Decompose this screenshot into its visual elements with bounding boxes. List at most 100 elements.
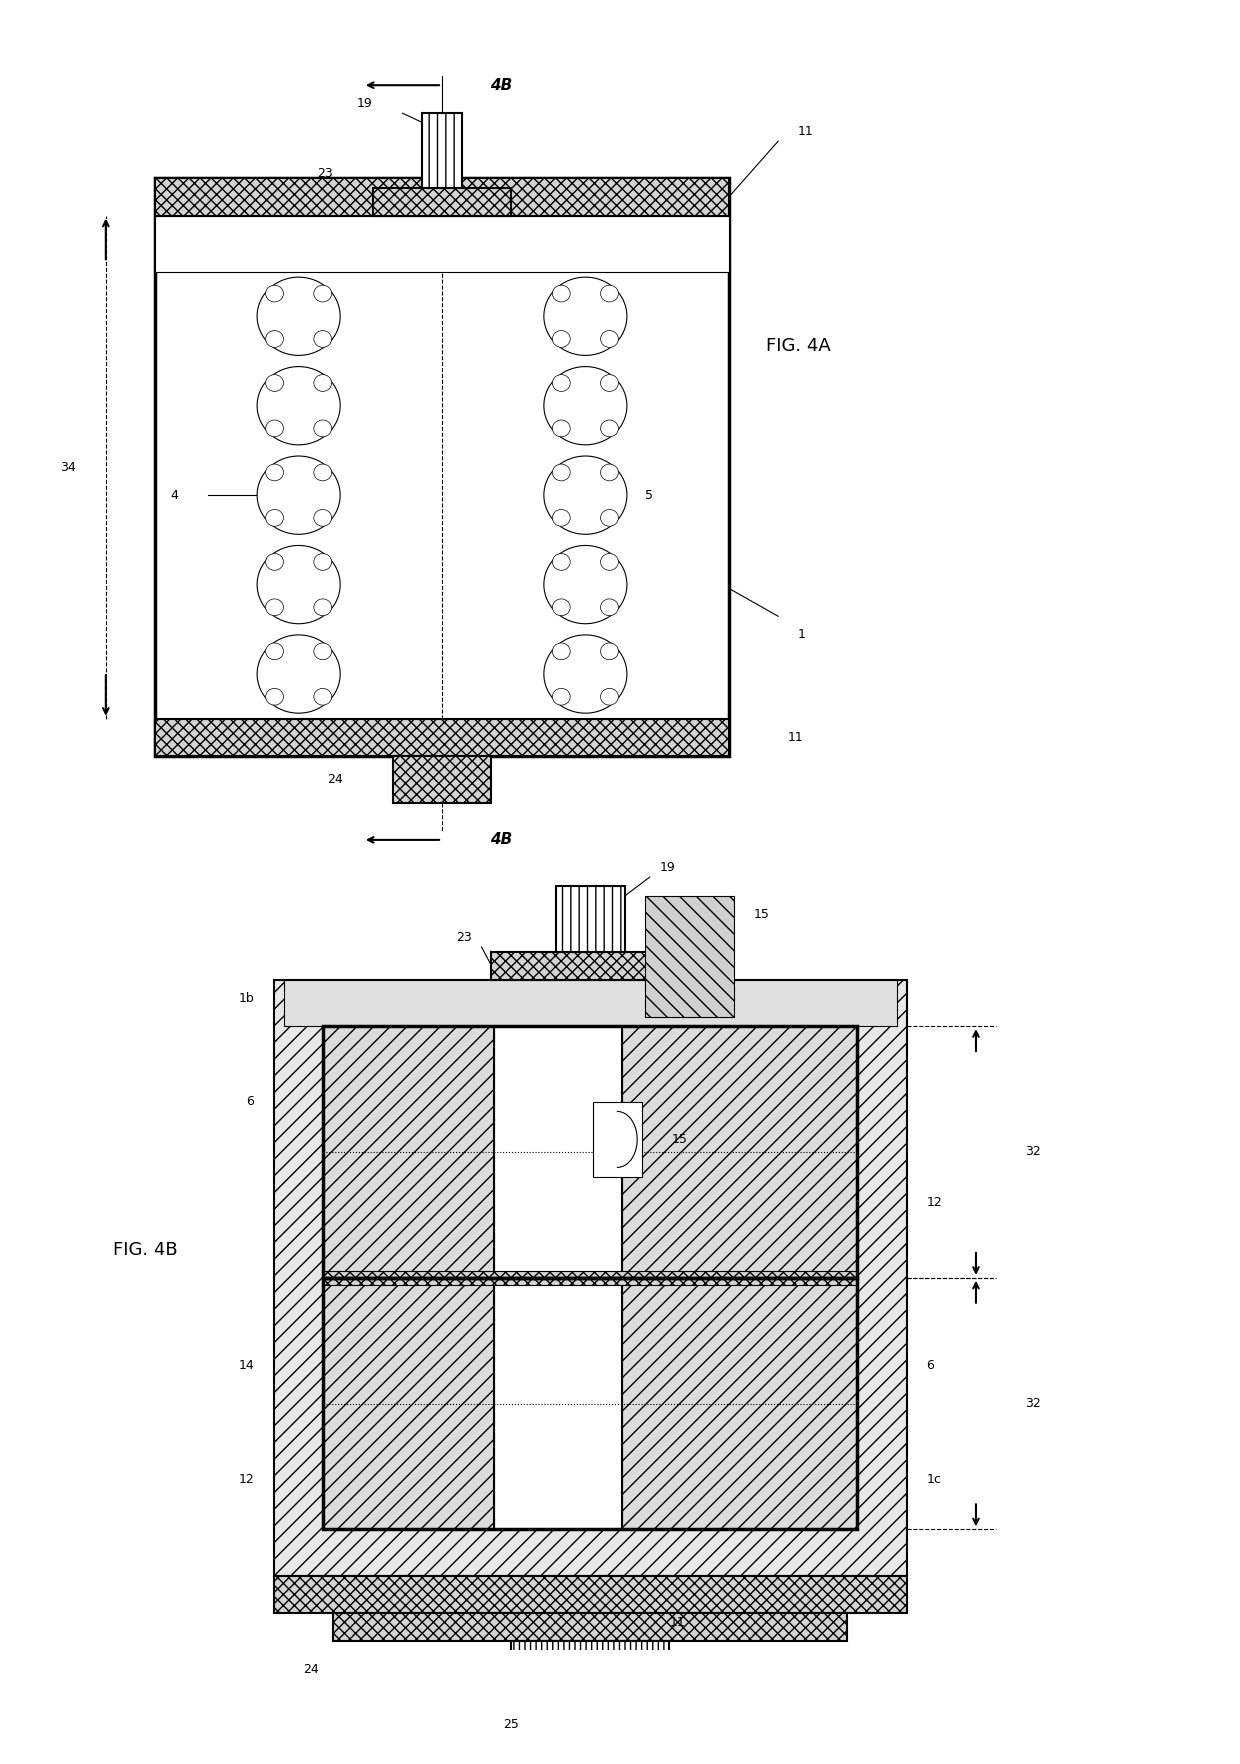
Bar [155,178,729,215]
Circle shape [544,367,627,445]
Circle shape [552,286,570,302]
Text: 6: 6 [926,1360,935,1372]
Circle shape [257,457,340,534]
Circle shape [552,642,570,660]
Circle shape [314,600,331,616]
Circle shape [265,642,284,660]
Text: 14: 14 [238,1360,254,1372]
Text: 24: 24 [304,1663,320,1676]
Circle shape [314,554,331,570]
Circle shape [600,420,619,437]
Circle shape [265,286,284,302]
Circle shape [552,464,570,482]
Text: 15: 15 [672,1132,688,1147]
Text: 12: 12 [238,1473,254,1485]
Circle shape [257,277,340,355]
Bar [274,979,906,1575]
Circle shape [600,554,619,570]
Text: 24: 24 [327,773,343,785]
Bar [645,896,734,1016]
Text: 23: 23 [456,931,471,944]
Bar [423,113,461,187]
Circle shape [544,277,627,355]
Circle shape [600,600,619,616]
Circle shape [552,420,570,437]
Bar [155,718,729,757]
Circle shape [600,464,619,482]
Circle shape [552,510,570,526]
Circle shape [257,635,340,713]
Circle shape [600,286,619,302]
Bar [622,1027,857,1529]
Bar [593,1102,642,1177]
Text: 15: 15 [754,908,769,921]
Bar [324,1277,857,1529]
Circle shape [544,545,627,624]
Text: 6: 6 [247,1095,254,1108]
Circle shape [600,642,619,660]
Circle shape [544,457,627,534]
Circle shape [265,510,284,526]
Bar [373,187,511,215]
Circle shape [265,420,284,437]
Text: 23: 23 [317,168,334,180]
Bar [155,215,729,272]
Bar [393,757,491,803]
Bar [541,1697,640,1743]
Circle shape [600,510,619,526]
Text: FIG. 4A: FIG. 4A [765,337,831,355]
Circle shape [314,510,331,526]
Text: 5: 5 [645,489,652,501]
Bar [284,979,897,1027]
Bar [324,1270,857,1284]
Circle shape [265,464,284,482]
Circle shape [314,374,331,392]
Bar [556,887,625,953]
Circle shape [552,330,570,348]
Circle shape [552,600,570,616]
Bar [324,1027,495,1529]
Circle shape [552,554,570,570]
Bar [511,1641,670,1697]
Circle shape [600,330,619,348]
Circle shape [314,420,331,437]
Circle shape [314,688,331,706]
Circle shape [257,545,340,624]
Text: 4: 4 [170,489,179,501]
Bar [274,1575,906,1614]
Text: FIG. 4B: FIG. 4B [113,1240,177,1259]
Text: 11: 11 [789,730,804,744]
Text: 34: 34 [61,460,76,475]
Circle shape [544,635,627,713]
Circle shape [600,688,619,706]
Circle shape [265,374,284,392]
Circle shape [552,688,570,706]
Text: 11: 11 [799,125,813,138]
Circle shape [314,330,331,348]
Circle shape [600,374,619,392]
Bar [324,1027,857,1277]
Bar [491,953,689,979]
Text: 1: 1 [799,628,806,642]
Text: 11: 11 [670,1616,686,1628]
Circle shape [552,374,570,392]
Bar [334,1614,847,1641]
Text: 1c: 1c [926,1473,941,1485]
Text: 19: 19 [357,97,373,111]
Text: 4B: 4B [490,833,512,847]
Circle shape [265,600,284,616]
Text: 32: 32 [1025,1397,1042,1409]
Text: 4B: 4B [490,78,512,93]
Circle shape [257,367,340,445]
Circle shape [265,688,284,706]
Circle shape [314,286,331,302]
Text: 12: 12 [926,1196,942,1208]
Text: 19: 19 [660,861,676,875]
Circle shape [314,642,331,660]
Circle shape [265,554,284,570]
Bar [155,178,729,757]
Bar [324,1027,857,1529]
Text: 25: 25 [503,1718,520,1732]
Text: 1b: 1b [238,991,254,1005]
Circle shape [265,330,284,348]
